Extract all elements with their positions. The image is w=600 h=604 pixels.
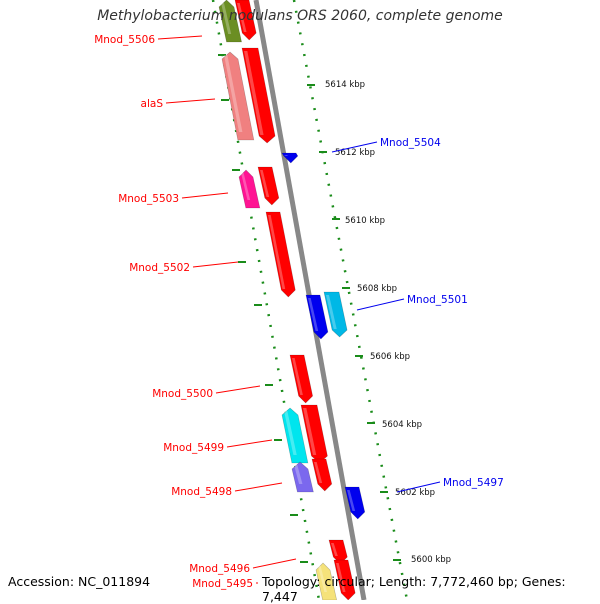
- gene-leader-line: [226, 439, 273, 448]
- scale-tick-label: 5600 kbp: [411, 555, 451, 565]
- gene-leader-line: [165, 98, 216, 104]
- gene-label: Mnod_5504: [380, 137, 441, 149]
- gene-mnod-5495-highlight: [336, 563, 346, 592]
- gene-mnod-5506: [234, 0, 257, 41]
- scale-tick-label: 5604 kbp: [382, 420, 422, 430]
- gene-olive-highlight: [221, 3, 232, 34]
- gene-mnod-5497: [344, 486, 366, 520]
- gene-leader-line: [396, 481, 441, 493]
- gene-alas: [241, 47, 276, 144]
- scale-tick-label: 5612 kbp: [335, 148, 375, 158]
- gene-mnod-5504-highlight: [284, 155, 289, 156]
- gene-label: Mnod_5506: [94, 34, 155, 46]
- gene-leader-line: [331, 141, 378, 153]
- gene-label: Mnod_5503: [118, 193, 179, 205]
- accession-label: Accession: NC_011894: [8, 574, 151, 589]
- inner-dotted-guide: [211, 0, 321, 601]
- gene-label: Mnod_5502: [129, 262, 190, 274]
- gene-magenta-highlight: [241, 173, 251, 200]
- gene-label: Mnod_5500: [152, 388, 213, 400]
- gene-olive: [218, 0, 242, 43]
- gene-mnod-5503-highlight: [260, 170, 270, 197]
- gene-label: alaS: [141, 98, 164, 110]
- gene-label: Mnod_5495: [192, 578, 253, 590]
- gene-cyan-right: [323, 291, 348, 338]
- gene-label: Mnod_5498: [171, 486, 232, 498]
- gene-mnod-5502: [265, 211, 296, 298]
- map-title: Methylobacterium nodulans ORS 2060, comp…: [97, 8, 503, 24]
- gene-mnod-5500: [289, 354, 313, 404]
- gene-mnod-5502-highlight: [268, 215, 286, 289]
- gene-mnod-5501-highlight: [308, 298, 319, 331]
- gene-mnod-5497-highlight: [347, 490, 356, 511]
- gene-mnod-5496-highlight: [331, 543, 338, 556]
- gene-label: Mnod_5497: [443, 477, 504, 489]
- gene-yellow-highlight: [318, 566, 327, 592]
- gene-mnod-5498: [311, 458, 333, 492]
- gene-cyan-right-highlight: [326, 295, 337, 329]
- gene-cyan-highlight: [284, 411, 297, 455]
- gene-leader-line: [192, 261, 239, 268]
- gene-leader-line: [181, 192, 229, 199]
- gene-alas-partner-highlight: [224, 55, 243, 132]
- gene-mnod-5501: [305, 294, 329, 340]
- gene-mnod-5506-highlight: [237, 3, 247, 32]
- gene-mnod-5495: [333, 559, 356, 601]
- scale-tick-label: 5602 kbp: [395, 488, 435, 498]
- gene-mnod-5503: [257, 166, 280, 206]
- gene-leader-line: [157, 35, 203, 40]
- scale-tick-label: 5614 kbp: [325, 80, 365, 90]
- gene-label: Mnod_5501: [407, 294, 468, 306]
- gene-label: Mnod_5496: [189, 563, 250, 575]
- scale-tick-label: 5606 kbp: [370, 352, 410, 362]
- gene-alas-partner: [221, 51, 255, 141]
- scale-tick-label: 5608 kbp: [357, 284, 397, 294]
- gene-label: Mnod_5499: [163, 442, 224, 454]
- gene-leader-line: [356, 298, 405, 311]
- gene-leader-line: [234, 482, 283, 492]
- gene-leader-line: [215, 385, 261, 394]
- gene-mnod-5504: [281, 152, 299, 164]
- gene-purple-highlight: [294, 465, 303, 484]
- gene-leader-line: [252, 558, 297, 569]
- gene-mnod-5500-highlight: [292, 358, 303, 395]
- gene-purple: [291, 461, 314, 493]
- gene-alas-highlight: [244, 51, 264, 135]
- gene-magenta: [238, 169, 261, 209]
- scale-tick-label: 5610 kbp: [345, 216, 385, 226]
- gene-mnod-5498-highlight: [314, 462, 323, 483]
- gene-mnod-5499-highlight: [303, 408, 317, 455]
